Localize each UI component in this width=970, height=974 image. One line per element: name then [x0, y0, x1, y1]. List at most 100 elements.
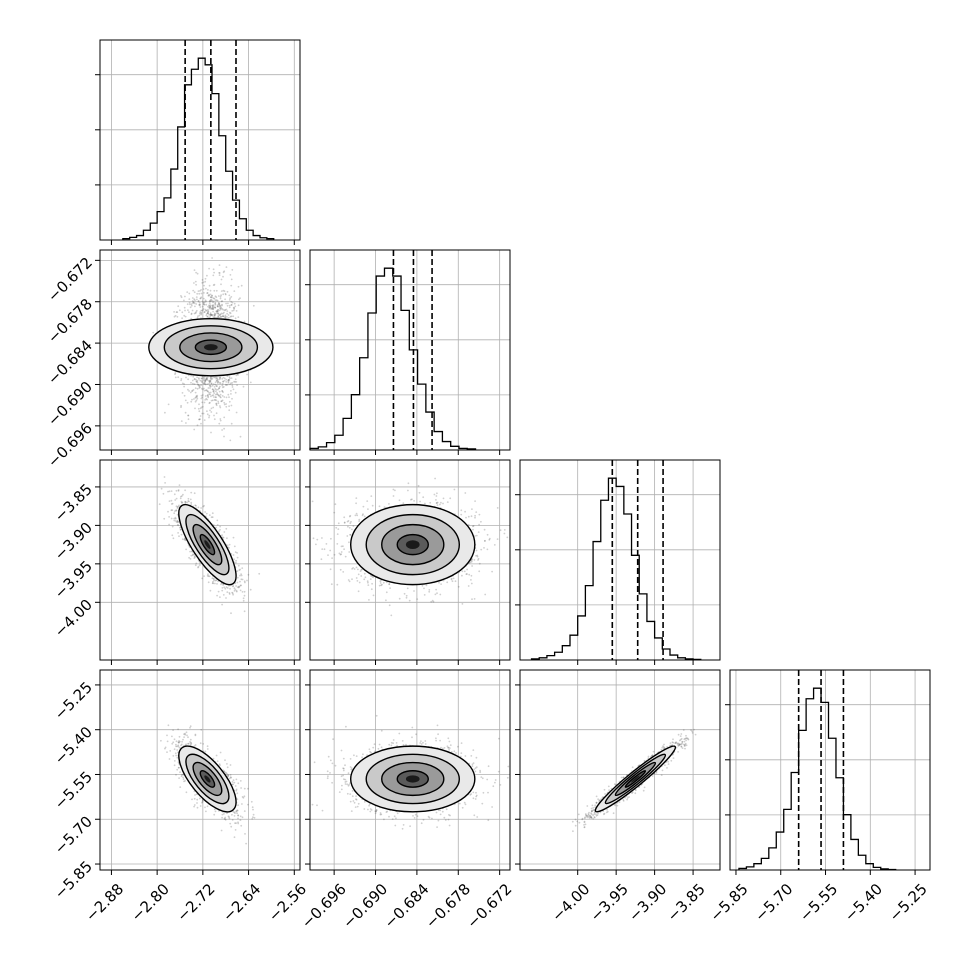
- scatter-point: [227, 394, 229, 396]
- scatter-point: [209, 306, 211, 308]
- scatter-point: [196, 299, 198, 301]
- scatter-point: [212, 305, 214, 307]
- scatter-point: [190, 558, 192, 560]
- scatter-point: [240, 578, 242, 580]
- scatter-point: [171, 534, 173, 536]
- scatter-point: [173, 520, 175, 522]
- scatter-point: [209, 394, 211, 396]
- scatter-point: [236, 310, 238, 312]
- scatter-point: [185, 502, 187, 504]
- scatter-point: [226, 310, 228, 312]
- scatter-point: [219, 418, 221, 420]
- scatter-point: [224, 298, 226, 300]
- scatter-point: [194, 504, 196, 506]
- scatter-point: [399, 598, 401, 600]
- scatter-point: [203, 377, 205, 379]
- scatter-point: [212, 311, 214, 313]
- scatter-point: [194, 555, 196, 557]
- scatter-point: [204, 402, 206, 404]
- scatter-point: [196, 296, 198, 298]
- scatter-point: [232, 585, 234, 587]
- scatter-point: [196, 400, 198, 402]
- scatter-point: [227, 291, 229, 293]
- scatter-point: [229, 593, 231, 595]
- scatter-point: [371, 588, 373, 590]
- scatter-point: [218, 395, 220, 397]
- panel-contents: [159, 476, 260, 614]
- scatter-point: [185, 422, 187, 424]
- scatter-panel-r1-c0: [95, 240, 300, 478]
- scatter-point: [225, 384, 227, 386]
- scatter-point: [161, 488, 163, 490]
- panel-frame: [730, 670, 930, 870]
- scatter-point: [222, 383, 224, 385]
- scatter-point: [220, 316, 222, 318]
- scatter-point: [228, 295, 230, 297]
- scatter-point: [407, 490, 409, 492]
- scatter-point: [344, 522, 346, 524]
- scatter-point: [504, 533, 506, 535]
- scatter-point: [360, 575, 362, 577]
- scatter-point: [231, 315, 233, 317]
- scatter-point: [188, 418, 190, 420]
- scatter-point: [198, 410, 200, 412]
- scatter-point: [175, 518, 177, 520]
- scatter-point: [223, 594, 225, 596]
- scatter-point: [201, 293, 203, 295]
- scatter-point: [167, 511, 169, 513]
- scatter-point: [225, 303, 227, 305]
- scatter-point: [228, 382, 230, 384]
- scatter-point: [227, 303, 229, 305]
- scatter-point: [210, 396, 212, 398]
- scatter-point: [214, 386, 216, 388]
- scatter-point: [205, 309, 207, 311]
- scatter-point: [202, 309, 204, 311]
- histogram-panel-1: [305, 250, 510, 455]
- scatter-point: [181, 311, 183, 313]
- scatter-point: [231, 279, 233, 281]
- scatter-point: [207, 309, 209, 311]
- scatter-point: [202, 394, 204, 396]
- scatter-point: [203, 298, 205, 300]
- scatter-point: [184, 395, 186, 397]
- scatter-point: [192, 555, 194, 557]
- scatter-point: [182, 538, 184, 540]
- scatter-point: [174, 316, 176, 318]
- scatter-point: [207, 316, 209, 318]
- scatter-point: [468, 516, 470, 518]
- scatter-point: [474, 535, 476, 537]
- scatter-point: [226, 591, 228, 593]
- scatter-point: [179, 484, 181, 486]
- scatter-point: [219, 386, 221, 388]
- scatter-point: [353, 525, 355, 527]
- scatter-point: [413, 500, 415, 502]
- scatter-point: [321, 537, 323, 539]
- scatter-point: [430, 601, 432, 603]
- scatter-point: [211, 577, 213, 579]
- scatter-point: [238, 565, 240, 567]
- scatter-point: [221, 385, 223, 387]
- scatter-point: [220, 382, 222, 384]
- scatter-point: [178, 535, 180, 537]
- scatter-point: [183, 386, 185, 388]
- scatter-point: [188, 557, 190, 559]
- scatter-point: [231, 592, 233, 594]
- scatter-point: [212, 388, 214, 390]
- scatter-point: [233, 558, 235, 560]
- scatter-point: [225, 528, 227, 530]
- scatter-point: [200, 415, 202, 417]
- scatter-point: [216, 385, 218, 387]
- scatter-point: [379, 505, 381, 507]
- scatter-point: [240, 585, 242, 587]
- scatter-panel-r2-c0: [95, 460, 300, 665]
- scatter-point: [358, 519, 360, 521]
- scatter-point: [235, 317, 237, 319]
- scatter-point: [214, 399, 216, 401]
- scatter-point: [474, 517, 476, 519]
- scatter-point: [231, 423, 233, 425]
- scatter-point: [253, 305, 255, 307]
- scatter-point: [216, 399, 218, 401]
- scatter-point: [474, 515, 476, 517]
- scatter-point: [177, 532, 179, 534]
